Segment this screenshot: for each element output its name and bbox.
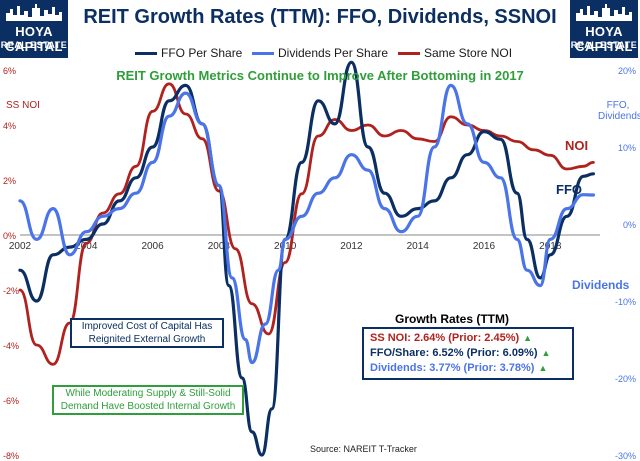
- legend-label: Dividends Per Share: [278, 46, 389, 60]
- cost-of-capital-note: Improved Cost of Capital Has Reignited E…: [70, 318, 224, 348]
- growth-rates-heading: Growth Rates (TTM): [395, 312, 509, 326]
- x-tick-label: 2004: [75, 241, 98, 252]
- legend-label: Same Store NOI: [424, 46, 513, 60]
- growth-row-ffo: FFO/Share: 6.52% (Prior: 6.09%) ▲: [364, 347, 572, 360]
- legend-item-ffo: FFO Per Share: [135, 46, 242, 60]
- legend-swatch: [252, 52, 274, 56]
- up-triangle-icon: ▲: [541, 348, 551, 358]
- right-axis-label: FFO, Dividends: [598, 100, 640, 122]
- chart-title: REIT Growth Rates (TTM): FFO, Dividends,…: [83, 6, 557, 28]
- left-tick-label: -4%: [3, 341, 19, 351]
- right-tick-label: -30%: [615, 451, 636, 461]
- left-tick-label: 0%: [3, 231, 16, 241]
- up-triangle-icon: ▲: [523, 333, 533, 343]
- right-tick-label: 20%: [618, 66, 636, 76]
- left-tick-label: -2%: [3, 286, 19, 296]
- x-tick-label: 2012: [340, 241, 363, 252]
- growth-row-noi: SS NOI: 2.64% (Prior: 2.45%) ▲: [364, 332, 572, 345]
- chart-subtitle: REIT Growth Metrics Continue to Improve …: [116, 68, 524, 83]
- note-line-2: Reignited External Growth: [88, 334, 206, 345]
- note-line-2: Demand Have Boosted Internal Growth: [60, 401, 236, 412]
- skyline-icon: [6, 4, 62, 21]
- x-tick-label: 2006: [141, 241, 164, 252]
- legend-swatch: [135, 52, 157, 56]
- x-tick-label: 2016: [473, 241, 496, 252]
- x-tick-label: 2014: [407, 241, 430, 252]
- left-tick-label: -6%: [3, 396, 19, 406]
- growth-value-noi: SS NOI: 2.64% (Prior: 2.45%): [370, 332, 520, 344]
- note-line-1: Improved Cost of Capital Has: [81, 321, 213, 332]
- growth-row-dividends: Dividends: 3.77% (Prior: 3.78%) ▲: [364, 362, 572, 375]
- growth-rates-box: SS NOI: 2.64% (Prior: 2.45%) ▲ FFO/Share:…: [362, 327, 574, 380]
- right-tick-label: 0%: [623, 220, 636, 230]
- noi-series-line: [18, 82, 595, 366]
- logo-line-1: HOYA CAPITAL: [575, 24, 633, 54]
- growth-value-ffo: FFO/Share: 6.52% (Prior: 6.09%): [370, 347, 538, 359]
- legend-label: FFO Per Share: [161, 46, 243, 60]
- supply-demand-note: While Moderating Supply & Still-Solid De…: [52, 385, 244, 415]
- right-axis-label-line-1: FFO,: [606, 100, 630, 111]
- note-line-1: While Moderating Supply & Still-Solid: [65, 388, 231, 399]
- left-tick-label: 2%: [3, 176, 16, 186]
- left-axis-label: SS NOI: [6, 100, 40, 111]
- left-tick-label: -8%: [3, 451, 19, 461]
- source-note: Source: NAREIT T-Tracker: [310, 444, 417, 454]
- ffo-series-label: FFO: [556, 182, 582, 197]
- growth-value-dividends: Dividends: 3.77% (Prior: 3.78%): [370, 362, 535, 374]
- logo-line-1: HOYA CAPITAL: [5, 24, 63, 54]
- dividends-series-label: Dividends: [572, 278, 630, 292]
- right-tick-label: -10%: [615, 297, 636, 307]
- x-tick-label: 2010: [274, 241, 297, 252]
- logo-line-2: REAL ESTATE: [570, 40, 638, 50]
- left-tick-label: 4%: [3, 121, 16, 131]
- up-triangle-icon: ▲: [538, 363, 548, 373]
- legend-swatch: [398, 52, 420, 56]
- x-tick-label: 2008: [208, 241, 231, 252]
- right-axis-label-line-2: Dividends: [598, 111, 640, 122]
- legend-item-dividends: Dividends Per Share: [252, 46, 388, 60]
- dividends-series-line: [18, 83, 595, 365]
- right-tick-label: -20%: [615, 374, 636, 384]
- hoya-capital-logo-right: HOYA CAPITAL REAL ESTATE: [570, 0, 638, 58]
- left-tick-label: 6%: [3, 66, 16, 76]
- skyline-icon: [576, 4, 632, 21]
- x-tick-label: 2002: [9, 241, 32, 252]
- right-tick-label: 10%: [618, 143, 636, 153]
- x-tick-label: 2018: [539, 241, 562, 252]
- ffo-series-line: [18, 60, 595, 457]
- legend-item-noi: Same Store NOI: [398, 46, 512, 60]
- logo-line-2: REAL ESTATE: [0, 40, 68, 50]
- hoya-capital-logo-left: HOYA CAPITAL REAL ESTATE: [0, 0, 68, 58]
- noi-series-label: NOI: [565, 138, 589, 153]
